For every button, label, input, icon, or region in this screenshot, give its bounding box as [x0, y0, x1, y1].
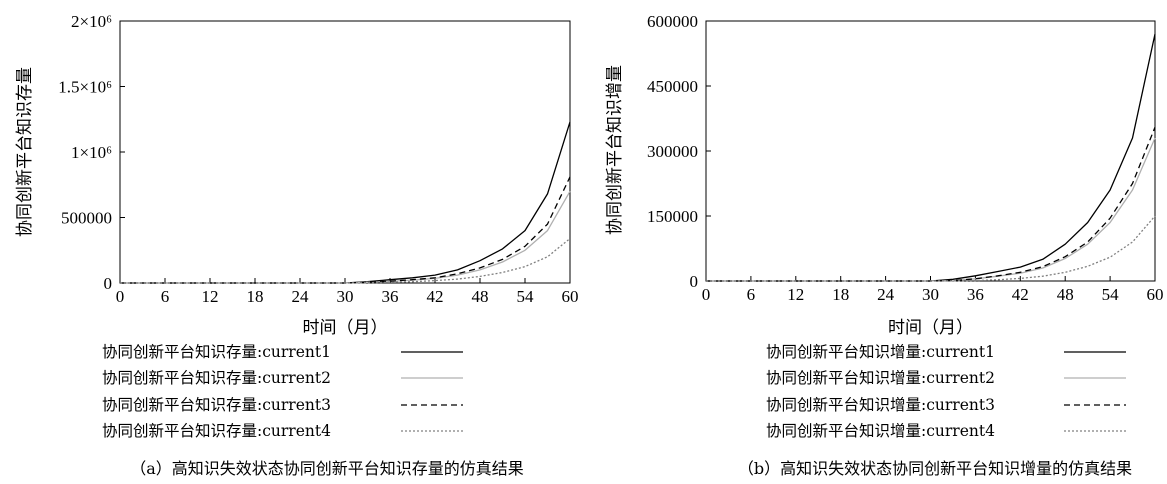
x-tick-label-b: 24 — [877, 285, 895, 304]
x-tick-label-a: 54 — [517, 287, 535, 306]
x-axis-label-b: 时间（月） — [888, 318, 973, 338]
x-tick-label-b: 48 — [1057, 285, 1074, 304]
x-tick-label-a: 6 — [161, 287, 170, 306]
y-axis-label-a: 协同创新平台知识存量 — [15, 67, 35, 237]
series-line-b-4 — [706, 215, 1156, 282]
legend-label-a-2: 协同创新平台知识存量:current2 — [102, 369, 331, 387]
x-tick-label-b: 54 — [1102, 285, 1120, 304]
y-tick-label-b: 300000 — [647, 142, 698, 161]
x-tick-label-a: 24 — [292, 287, 310, 306]
x-tick-label-a: 48 — [472, 287, 489, 306]
x-tick-label-a: 30 — [337, 287, 354, 306]
caption-b: （b）高知识失效状态协同创新平台知识增量的仿真结果 — [738, 459, 1132, 478]
series-line-a-3 — [120, 176, 571, 284]
series-line-b-1 — [706, 33, 1156, 282]
legend-label-b-1: 协同创新平台知识增量:current1 — [766, 343, 995, 361]
y-tick-label-b: 450000 — [647, 77, 698, 96]
y-tick-label-a: 2×10⁶ — [71, 12, 112, 31]
x-tick-label-b: 6 — [747, 285, 756, 304]
legend-label-b-4: 协同创新平台知识增量:current4 — [766, 422, 995, 440]
x-tick-label-b: 12 — [787, 285, 804, 304]
y-tick-label-b: 600000 — [647, 12, 698, 31]
y-tick-label-a: 500000 — [61, 209, 112, 228]
plot-frame-a — [119, 20, 571, 284]
y-tick-label-b: 0 — [690, 272, 699, 291]
x-tick-label-a: 0 — [116, 287, 125, 306]
legend-label-b-2: 协同创新平台知识增量:current2 — [766, 369, 995, 387]
series-line-a-2 — [120, 190, 571, 284]
y-tick-label-a: 1.5×10⁶ — [58, 78, 112, 97]
legend-label-b-3: 协同创新平台知识增量:current3 — [766, 396, 995, 414]
x-tick-label-b: 42 — [1012, 285, 1029, 304]
x-tick-label-a: 42 — [427, 287, 444, 306]
y-axis-label-b: 协同创新平台知识增量 — [605, 65, 625, 235]
x-tick-label-a: 60 — [562, 287, 579, 306]
caption-a: （a）高知识失效状态协同创新平台知识存量的仿真结果 — [130, 459, 524, 478]
y-tick-label-a: 0 — [104, 274, 113, 293]
x-tick-label-b: 60 — [1147, 285, 1164, 304]
legend-label-a-4: 协同创新平台知识存量:current4 — [102, 422, 331, 440]
legend-label-a-1: 协同创新平台知识存量:current1 — [102, 343, 331, 361]
plot-frame-b — [705, 20, 1156, 282]
x-tick-label-b: 30 — [922, 285, 939, 304]
y-tick-label-a: 1×10⁶ — [71, 143, 112, 162]
x-tick-label-a: 12 — [202, 287, 219, 306]
x-tick-label-b: 0 — [702, 285, 711, 304]
series-line-b-3 — [706, 126, 1156, 282]
x-tick-label-a: 36 — [382, 287, 399, 306]
legend-label-a-3: 协同创新平台知识存量:current3 — [102, 396, 331, 414]
y-tick-label-b: 150000 — [647, 207, 698, 226]
x-tick-label-b: 36 — [967, 285, 984, 304]
x-tick-label-a: 18 — [247, 287, 264, 306]
x-axis-label-a: 时间（月） — [303, 318, 388, 338]
series-line-a-4 — [120, 237, 571, 284]
series-line-b-2 — [706, 137, 1156, 282]
x-tick-label-b: 18 — [832, 285, 849, 304]
